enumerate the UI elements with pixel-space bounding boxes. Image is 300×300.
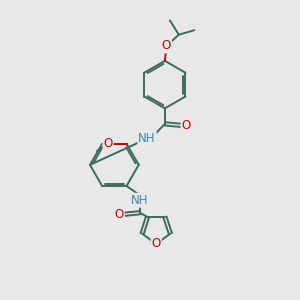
Text: O: O bbox=[162, 40, 171, 52]
Text: O: O bbox=[182, 119, 191, 132]
Text: NH: NH bbox=[138, 132, 156, 145]
Text: NH: NH bbox=[131, 194, 148, 207]
Text: O: O bbox=[152, 237, 161, 250]
Text: O: O bbox=[103, 137, 113, 150]
Text: O: O bbox=[115, 208, 124, 221]
